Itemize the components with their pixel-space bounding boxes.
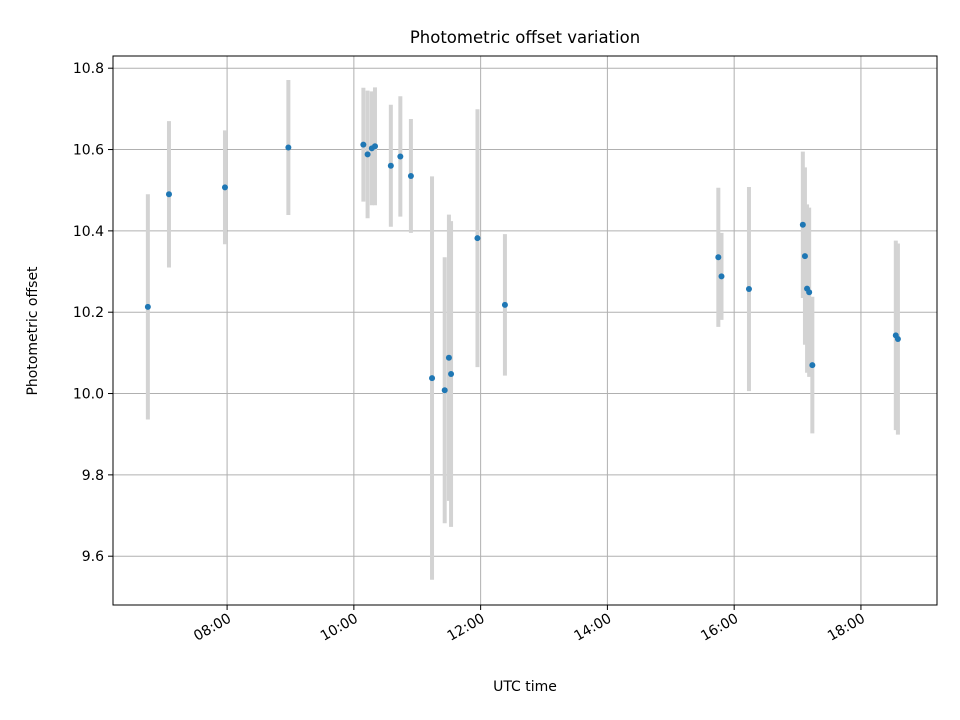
x-tick-label: 12:00 xyxy=(445,611,488,645)
data-point xyxy=(165,191,172,198)
data-point xyxy=(285,144,292,151)
x-tick-label: 18:00 xyxy=(825,611,868,645)
data-point xyxy=(745,286,752,293)
y-tick-label: 10.4 xyxy=(73,224,104,240)
data-point xyxy=(806,289,813,296)
y-axis-label: Photometric offset xyxy=(25,266,41,396)
data-point xyxy=(799,221,806,228)
data-point xyxy=(448,371,455,378)
plot-frame xyxy=(112,55,938,606)
data-point xyxy=(397,153,404,160)
data-point xyxy=(894,336,901,343)
data-point xyxy=(360,141,367,148)
x-tick-label: 14:00 xyxy=(571,611,614,645)
data-point xyxy=(715,254,722,261)
y-tick-label: 10.0 xyxy=(73,387,104,403)
data-point xyxy=(144,303,151,310)
data-point xyxy=(429,375,436,382)
data-point xyxy=(718,273,725,280)
chart-title: Photometric offset variation xyxy=(410,28,640,47)
y-axis-ticks: 9.6 9.8 10.0 10.2 10.4 10.6 10.8 xyxy=(73,61,113,565)
x-axis-label: UTC time xyxy=(493,679,557,695)
y-tick-label: 10.6 xyxy=(73,143,104,159)
data-point xyxy=(809,362,816,369)
y-tick-label: 9.8 xyxy=(82,468,104,484)
x-tick-label: 16:00 xyxy=(698,611,741,645)
grid xyxy=(113,56,937,605)
data-point xyxy=(474,235,481,242)
y-tick-label: 10.2 xyxy=(73,305,104,321)
data-point xyxy=(364,151,371,158)
data-point xyxy=(387,162,394,169)
error-bars xyxy=(145,79,900,580)
data-point xyxy=(221,184,228,191)
data-points xyxy=(144,141,901,394)
data-point xyxy=(445,354,452,361)
x-tick-label: 08:00 xyxy=(191,611,234,645)
data-point xyxy=(371,143,378,150)
data-point xyxy=(801,253,808,260)
data-point xyxy=(407,172,414,179)
y-tick-label: 9.6 xyxy=(82,549,104,565)
data-point xyxy=(441,387,448,394)
y-tick-label: 10.8 xyxy=(73,61,104,77)
x-axis-ticks: 08:00 10:00 12:00 14:00 16:00 18:00 xyxy=(191,605,868,645)
data-point xyxy=(501,301,508,308)
x-tick-label: 10:00 xyxy=(318,611,361,645)
